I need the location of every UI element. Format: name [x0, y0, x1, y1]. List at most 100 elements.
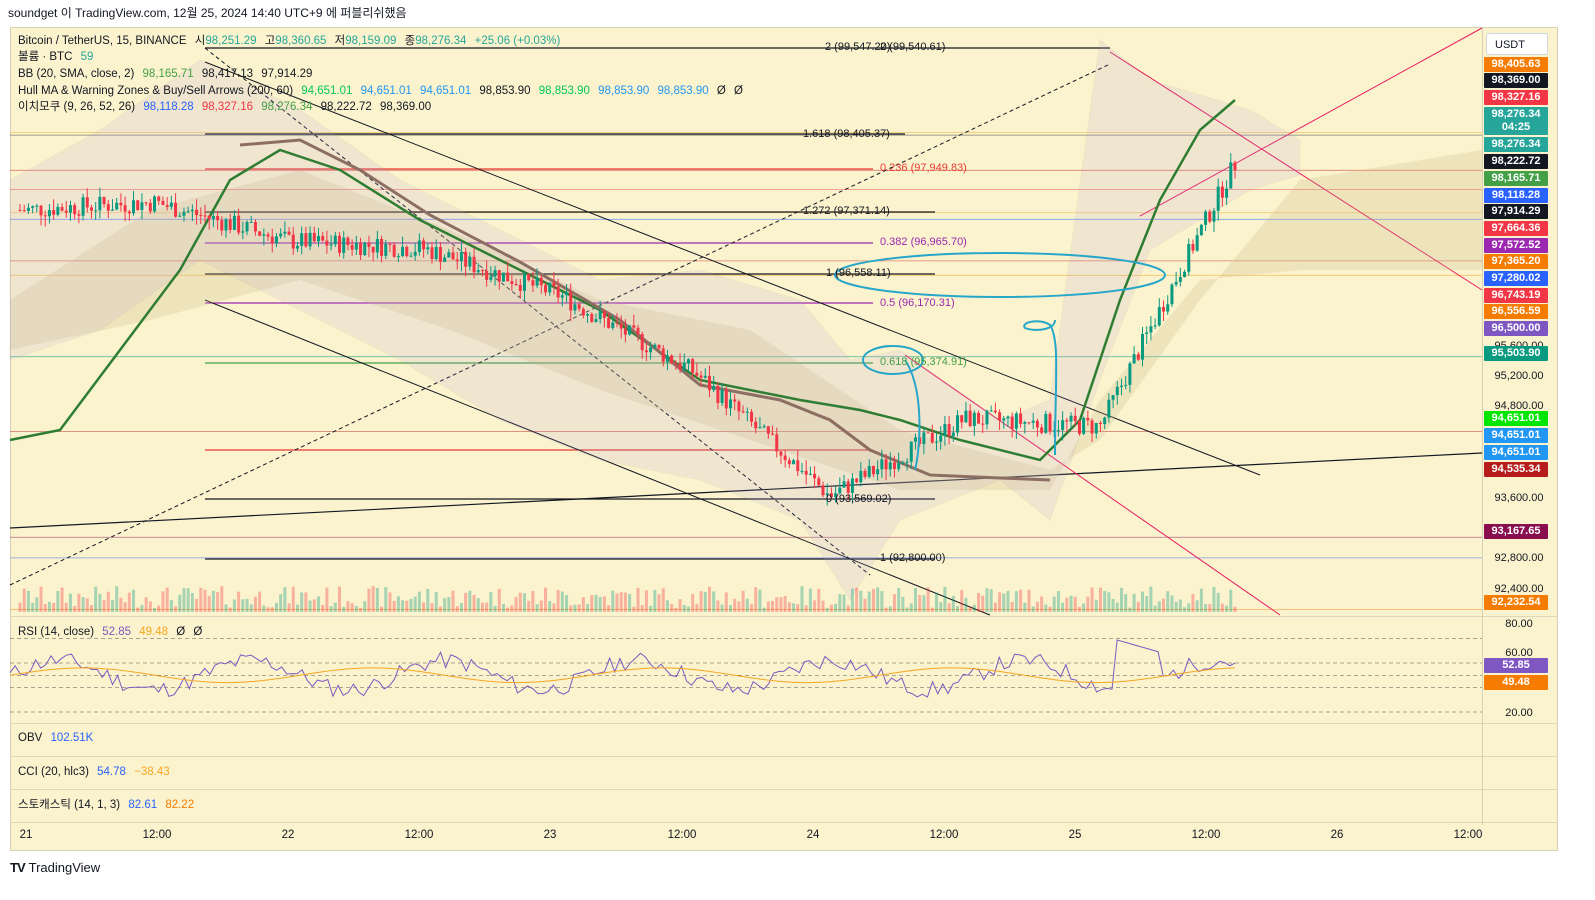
stoch-legend[interactable]: 스토캐스틱 (14, 1, 3) 82.61 82.22	[18, 799, 195, 811]
candle-body	[417, 240, 421, 252]
volume-bar	[77, 593, 81, 612]
candle-body	[148, 202, 152, 212]
cci-legend[interactable]: CCI (20, hlc3) 54.78 −38.43	[18, 766, 170, 778]
volume-bar	[506, 607, 510, 612]
candle-body	[1073, 415, 1077, 422]
volume-bar	[329, 606, 333, 612]
price-badge: 95,503.90	[1484, 346, 1548, 361]
legend-ichimoku-row[interactable]: 이치모쿠 (9, 26, 52, 26) 98,118.28 98,327.16…	[18, 101, 432, 113]
volume-bar	[359, 607, 363, 612]
candle-body	[834, 493, 838, 497]
candle-body	[169, 202, 173, 207]
legend-hull-row[interactable]: Hull MA & Warning Zones & Buy/Sell Arrow…	[18, 85, 743, 97]
candle-body	[888, 462, 892, 470]
volume-bar	[26, 590, 30, 612]
volume-bar	[829, 604, 833, 612]
stoch-pane-separator[interactable]	[10, 789, 1558, 790]
volume-bar	[892, 594, 896, 612]
volume-bar	[1111, 598, 1115, 612]
tradingview-logo-icon: TV	[10, 860, 26, 875]
candle-body	[409, 255, 413, 257]
volume-bar	[1136, 602, 1140, 612]
volume-bar	[1107, 592, 1111, 612]
currency-selector[interactable]: USDT	[1486, 33, 1548, 55]
candle-body	[422, 240, 426, 250]
candle-body	[556, 286, 560, 298]
cci-pane-separator[interactable]	[10, 756, 1558, 757]
volume-bar	[224, 604, 228, 612]
volume-bar	[787, 602, 791, 612]
price-tick: 94,800.00	[1494, 400, 1544, 412]
volume-bar	[367, 588, 371, 612]
candle-body	[514, 284, 518, 286]
rsi-pane-separator[interactable]	[10, 616, 1558, 617]
candle-body	[1077, 421, 1081, 434]
price-scale[interactable]	[1482, 27, 1559, 825]
candle-body	[237, 215, 241, 233]
volume-bar	[804, 605, 808, 612]
volume-bar	[380, 606, 384, 612]
legend-symbol-row[interactable]: Bitcoin / TetherUS, 15, BINANCE 시98,251.…	[18, 35, 561, 47]
volume-bar	[501, 603, 505, 612]
candle-body	[31, 206, 35, 208]
volume-bar	[1187, 603, 1191, 612]
candle-body	[682, 363, 686, 370]
candle-body	[1187, 244, 1191, 272]
candle-body	[649, 347, 653, 353]
price-tick: 92,400.00	[1494, 583, 1544, 595]
candle-body	[981, 423, 985, 425]
time-tick: 22	[281, 829, 295, 841]
volume-bar	[1128, 607, 1132, 612]
candle-body	[1128, 363, 1132, 385]
rsi-legend[interactable]: RSI (14, close) 52.85 49.48 Ø Ø	[18, 626, 203, 638]
volume-bar	[716, 600, 720, 612]
volume-bar	[581, 597, 585, 612]
volume-bar	[106, 591, 110, 612]
volume-bar	[266, 607, 270, 612]
obv-pane-separator[interactable]	[10, 723, 1558, 724]
candle-body	[960, 415, 964, 423]
volume-bar	[539, 600, 543, 612]
candle-body	[792, 460, 796, 465]
candle-body	[598, 311, 602, 320]
candle-body	[745, 411, 749, 413]
volume-bar	[174, 606, 178, 612]
volume-bar	[821, 600, 825, 612]
candle-body	[430, 247, 434, 260]
volume-bar	[363, 601, 367, 612]
candle-body	[1061, 420, 1065, 431]
volume-bar	[1153, 605, 1157, 612]
price-tick: 92,800.00	[1494, 552, 1544, 564]
volume-bar	[855, 587, 859, 612]
candle-body	[703, 375, 707, 378]
candle-body	[758, 427, 762, 429]
candle-body	[329, 244, 333, 246]
volume-bar	[661, 588, 665, 612]
volume-bar	[253, 596, 257, 612]
volume-bar	[98, 593, 102, 612]
legend-bb-row[interactable]: BB (20, SMA, close, 2) 98,165.71 98,417.…	[18, 68, 313, 80]
volume-bar	[729, 605, 733, 612]
legend-volume-row[interactable]: 볼륨 · BTC 59	[18, 51, 94, 63]
volume-bar	[459, 602, 463, 612]
volume-bar	[127, 592, 131, 612]
candle-body	[132, 200, 136, 214]
symbol-name[interactable]: Bitcoin / TetherUS, 15, BINANCE	[18, 35, 187, 47]
candle-body	[207, 215, 211, 220]
volume-bar	[1073, 596, 1077, 612]
chart-frame	[10, 27, 1558, 851]
fib-label: 1.272 (97,371.14)	[803, 205, 890, 217]
volume-bar	[1014, 591, 1018, 612]
candle-body	[531, 280, 535, 286]
candle-body	[119, 202, 123, 206]
volume-bar	[522, 593, 526, 612]
volume-bar	[274, 602, 278, 612]
tradingview-logo[interactable]: TV TradingView	[10, 860, 100, 875]
obv-legend[interactable]: OBV 102.51K	[18, 732, 94, 744]
candle-body	[762, 426, 766, 428]
candle-body	[489, 276, 493, 280]
volume-bar	[913, 588, 917, 612]
candle-body	[110, 209, 114, 211]
candle-body	[775, 434, 779, 452]
